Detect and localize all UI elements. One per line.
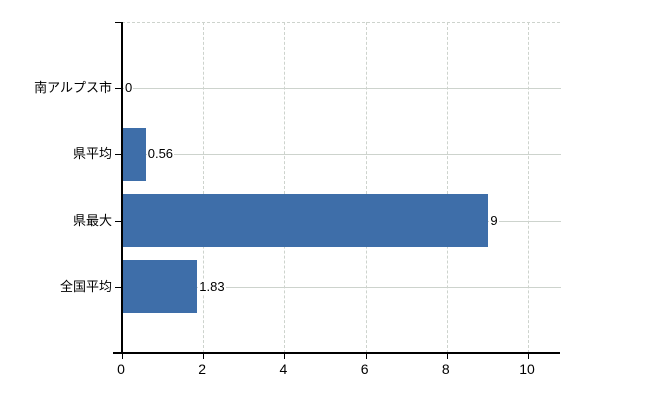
bar-value-label: 9	[489, 212, 499, 229]
x-axis-tick	[365, 354, 367, 359]
y-axis-tick	[115, 286, 122, 288]
h-gridline	[123, 88, 561, 90]
y-axis-top-tick	[115, 22, 122, 23]
x-tick-label: 10	[519, 361, 535, 377]
bar	[123, 194, 488, 248]
v-gridline	[528, 22, 529, 353]
x-axis-tick	[284, 354, 286, 359]
y-axis-tick	[115, 88, 122, 90]
x-tick-label: 6	[360, 361, 369, 377]
v-gridline	[203, 22, 205, 353]
y-axis-line	[121, 22, 123, 353]
plot-top-border	[122, 22, 560, 23]
v-gridline	[284, 22, 286, 353]
v-gridline	[446, 22, 448, 353]
v-gridline	[365, 22, 367, 353]
bar-value-label: 0	[124, 80, 134, 97]
x-axis-line	[113, 352, 560, 354]
x-tick-label: 4	[279, 361, 288, 377]
x-tick-label: 2	[198, 361, 207, 377]
h-gridline	[123, 286, 561, 288]
x-axis-tick	[446, 354, 448, 359]
y-axis-tick	[115, 154, 122, 156]
x-axis-tick	[203, 354, 205, 359]
category-label: 県最大	[72, 212, 112, 228]
x-axis-tick	[122, 354, 123, 359]
category-label: 全国平均	[59, 278, 112, 294]
h-gridline	[123, 154, 561, 156]
x-axis-tick	[528, 354, 529, 359]
bar-value-label: 0.56	[146, 146, 175, 163]
x-tick-label: 8	[441, 361, 450, 377]
x-tick-label: 0	[117, 361, 125, 377]
bar-value-label: 1.83	[198, 278, 226, 295]
bar	[123, 127, 146, 181]
bar	[123, 260, 197, 314]
category-label: 南アルプス市	[34, 80, 112, 96]
y-axis-tick	[115, 220, 122, 222]
category-label: 県平均	[72, 146, 112, 162]
